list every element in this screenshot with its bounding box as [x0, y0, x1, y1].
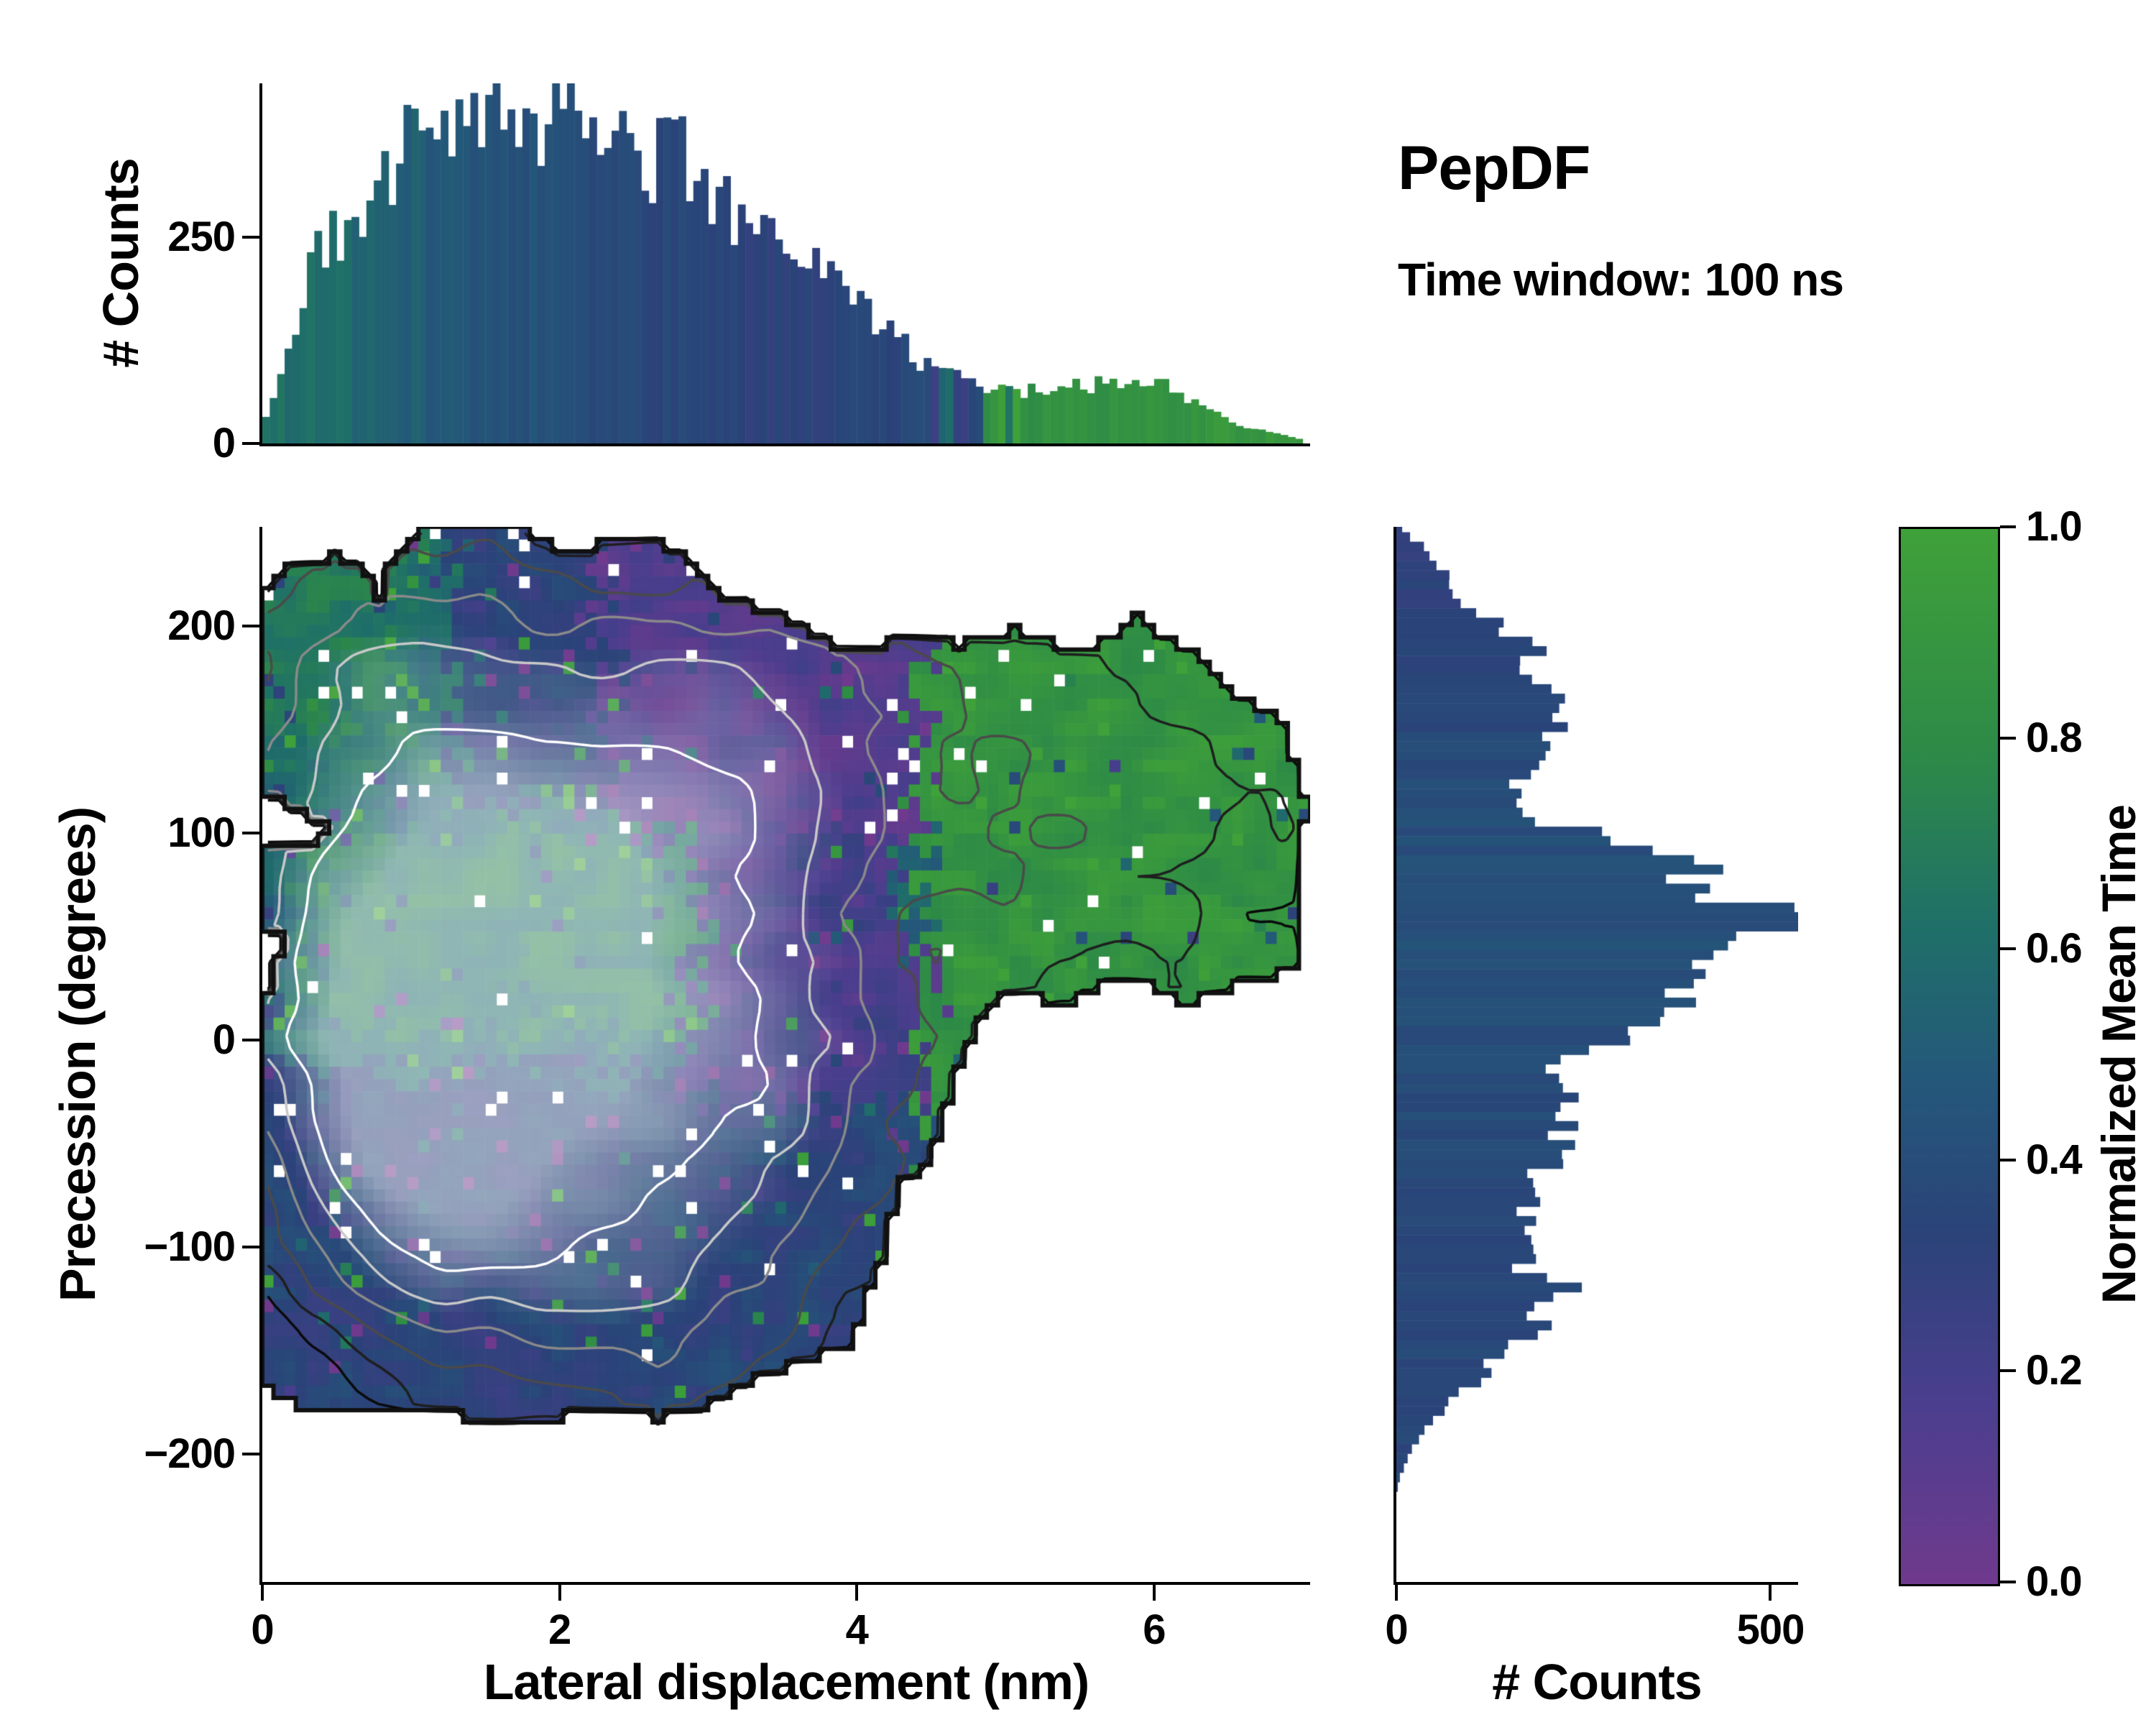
tick-label: 0 — [251, 1606, 274, 1653]
top-hist-ylabel: # Counts — [93, 158, 149, 368]
tick-label: 1.0 — [2026, 503, 2083, 550]
axis-tick — [2000, 1158, 2016, 1162]
figure-subtitle: Time window: 100 ns — [1398, 254, 1844, 305]
axis-tick — [558, 1585, 561, 1601]
tick-label: 0 — [212, 420, 236, 466]
joint-heatmap-canvas — [262, 527, 1310, 1582]
tick-label: 0.4 — [2026, 1136, 2083, 1183]
tick-label: 6 — [1143, 1606, 1166, 1653]
axis-spine — [1393, 1582, 1798, 1585]
axis-tick — [242, 235, 262, 239]
tick-label: 0.2 — [2026, 1347, 2083, 1394]
tick-label: 0 — [212, 1016, 236, 1063]
axis-tick — [1152, 1585, 1156, 1601]
tick-label: 4 — [845, 1606, 869, 1653]
axis-tick — [2000, 736, 2016, 740]
tick-label: 0.0 — [2026, 1558, 2083, 1605]
axis-tick — [242, 625, 262, 628]
tick-label: 100 — [167, 809, 236, 856]
tick-label: −200 — [144, 1430, 236, 1477]
figure-title: PepDF — [1398, 134, 1590, 203]
tick-label: 0.8 — [2026, 714, 2083, 761]
tick-label: 250 — [167, 213, 236, 260]
axis-tick — [242, 442, 262, 445]
right-hist-xlabel: # Counts — [1492, 1654, 1702, 1710]
colorbar-label: Normalized Mean Time — [2092, 805, 2145, 1304]
axis-tick — [242, 832, 262, 834]
axis-tick — [1769, 1585, 1772, 1601]
tick-label: 0 — [1385, 1606, 1408, 1653]
tick-label: 2 — [548, 1606, 571, 1653]
tick-label: 500 — [1736, 1606, 1805, 1653]
colorbar-gradient — [1901, 529, 1998, 1584]
axis-tick — [242, 1245, 262, 1248]
top-histogram-canvas — [262, 83, 1310, 443]
axis-tick — [242, 1038, 262, 1041]
axis-spine — [259, 527, 262, 1585]
axis-spine — [259, 83, 262, 446]
colorbar — [1899, 527, 2000, 1586]
axis-tick — [242, 1452, 262, 1455]
tick-label: 200 — [167, 602, 236, 650]
axis-tick — [261, 1585, 264, 1601]
axis-tick — [2000, 1369, 2016, 1373]
axis-spine — [259, 443, 1310, 446]
axis-spine — [259, 1582, 1310, 1585]
right-histogram-canvas — [1396, 527, 1798, 1582]
axis-tick — [1395, 1585, 1398, 1601]
axis-tick — [2000, 947, 2016, 951]
axis-tick — [2000, 1581, 2016, 1583]
axis-tick — [2000, 525, 2016, 528]
axis-tick — [855, 1585, 859, 1601]
main-xlabel: Lateral displacement (nm) — [483, 1654, 1089, 1710]
tick-label: −100 — [144, 1223, 236, 1270]
axis-spine — [1393, 527, 1396, 1585]
tick-label: 0.6 — [2026, 925, 2083, 972]
